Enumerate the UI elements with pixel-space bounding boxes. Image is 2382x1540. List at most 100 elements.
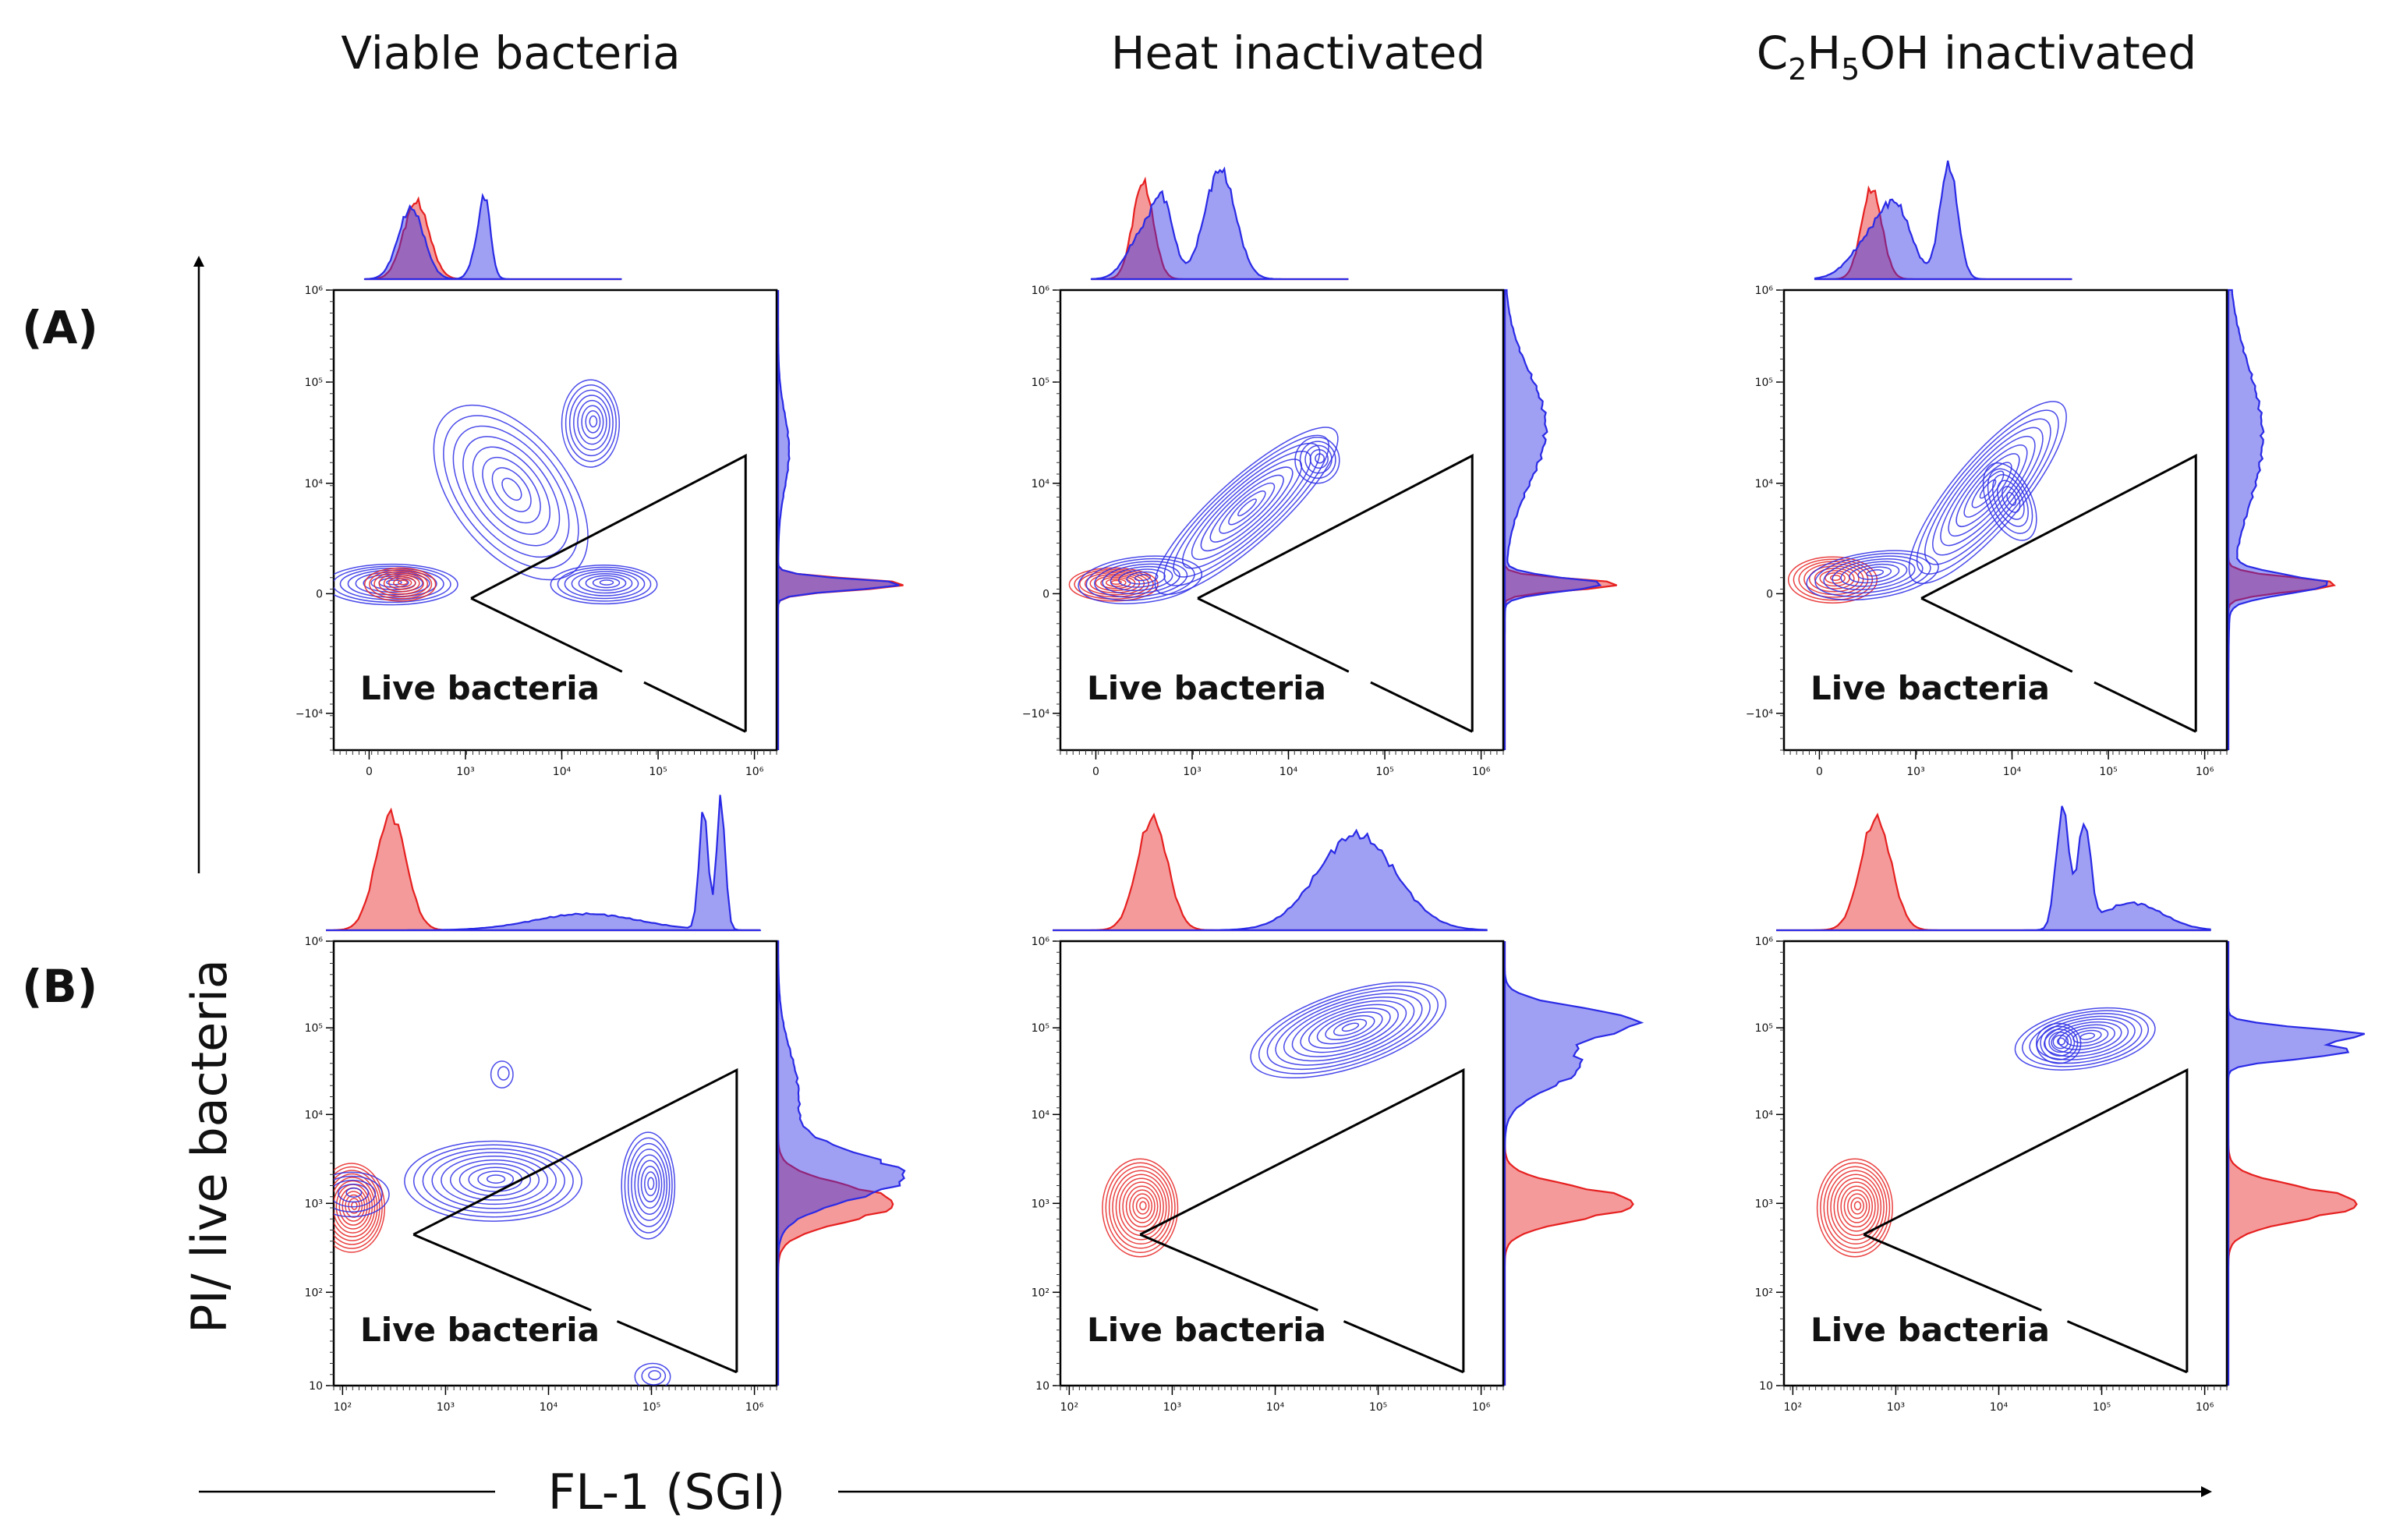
panel-a-2-y-tick-label: 10⁴ [1032, 478, 1050, 490]
panel-a-3-plot-area [1782, 289, 2228, 752]
panel-a-2-gate-lower-a [1197, 597, 1350, 673]
panel-b-1-stained-contour [648, 1370, 661, 1381]
panel-b-1-stained-contour [631, 1149, 668, 1221]
panel-b-1-y-tick-label: 10² [305, 1287, 323, 1299]
panel-b-1-contours [334, 1060, 676, 1386]
panel-b-1-y-tick-label: 10⁴ [305, 1109, 324, 1121]
panel-b-1-stained-contour [458, 1163, 532, 1197]
panel-a-1-stained-contour [462, 436, 561, 547]
panel-b-1-stained-contour [490, 1060, 514, 1089]
panel-b-3-x-tick-label: 10⁵ [2093, 1401, 2111, 1414]
panel-a-1-stained-contour [592, 577, 621, 589]
panel-a-3-gate-upper [1920, 453, 2197, 732]
panel-b-3-x-tick-label: 10⁴ [1990, 1401, 2009, 1414]
panel-b-2-stained-contour [1250, 981, 1447, 1079]
panel-a-2-stained-contour [1315, 453, 1325, 464]
panel-a-3-stained-contour [1832, 558, 1916, 590]
panel-a-2-gate-upper [1197, 453, 1474, 732]
panel-b-1-stained-contour [644, 1171, 657, 1197]
panel-b-1-stained-contour [634, 1154, 665, 1215]
panel-a-2-stained-contour [1163, 434, 1329, 586]
panel-a-1-control-contour [393, 578, 412, 588]
panel-a-3-x-tick-label: 10⁴ [2003, 766, 2022, 778]
panel-b-1-stained-contour [477, 1170, 515, 1188]
panel-b-3-gate-upper [1863, 1067, 2189, 1372]
panel-a-2-y-tick-label: −10⁴ [1022, 708, 1050, 720]
panel-b-1-control-contour [334, 1173, 378, 1241]
panel-a-1-stained-contour [561, 379, 621, 468]
panel-a-1-stained-contour [334, 565, 451, 604]
panel-b-3-contours [1816, 1007, 2156, 1258]
panel-b-3-stained-contour [2014, 1007, 2156, 1071]
panel-a-3-stained-contour [1849, 563, 1900, 584]
panel-a-2-stained-contour [1110, 565, 1173, 592]
panel-b-1-stained-contour [338, 1183, 370, 1203]
panel-a-3-stained-contour [1982, 462, 2037, 541]
panel-a-2-y-tick-label: 10⁶ [1032, 285, 1050, 297]
y-axis-label: PI/ live bacteria [181, 959, 238, 1333]
panel-a-2-control-contour [1105, 578, 1127, 587]
panel-a-1-stained-contour [443, 415, 579, 569]
panel-b-1-stained-contour [345, 1188, 363, 1198]
panel-a-2-y-tick-label: 0 [1042, 588, 1049, 600]
panel-b-3-control-contour [1816, 1158, 1893, 1258]
panel-b-1-stained-contour [404, 1140, 582, 1222]
panel-a-1-x-tick-label: 10⁴ [553, 766, 572, 778]
panel-a-1-gate-lower-a [470, 597, 623, 673]
column-title-ethanol: C2H5OH inactivated [1757, 27, 2196, 87]
panel-a-2-stained-contour [1118, 568, 1166, 588]
panel-b-2-y-tick-label: 10⁶ [1032, 936, 1050, 948]
panel-b-2-x-tick-label: 10² [1060, 1401, 1078, 1414]
panel-b-3-stained-contour [2040, 1025, 2079, 1060]
panel-a-1-stained-top-histogram [363, 193, 622, 281]
panel-b-3-stained-contour [2051, 1021, 2122, 1054]
panel-a-2-stained-side-histogram [1503, 289, 1602, 750]
panel-a-3-control-contour [1787, 556, 1878, 604]
panel-a-2-x-tick-label: 10⁶ [1472, 766, 1491, 778]
panel-b-1-stained-contour [621, 1131, 676, 1240]
panel-b-1-x-tick-label: 10⁶ [745, 1401, 764, 1414]
panel-a-1-stained-contour [568, 389, 614, 457]
panel-a-2-stained-top-histogram [1090, 166, 1349, 281]
panel-a-3-contours [1787, 401, 2067, 604]
panel-b-2-control-contour [1135, 1197, 1150, 1215]
column-title-viable: Viable bacteria [341, 27, 680, 80]
panel-a-2-control-contour [1110, 579, 1122, 586]
panel-a-3-x-tick-label: 10⁵ [2099, 766, 2117, 778]
panel-b-3-control-contour [1853, 1201, 1862, 1211]
panel-b-1-gate-upper [412, 1067, 738, 1372]
panel-b-3-stained-contour [2048, 1032, 2072, 1053]
panel-b-1-gate-label: Live bacteria [360, 1311, 600, 1349]
x-axis-label: FL-1 (SGI) [548, 1464, 786, 1521]
panel-b-3-gate-lower-a [1863, 1233, 2042, 1312]
panel-b-1-stained-contour [641, 1366, 667, 1386]
panel-b-1-stained-contour [431, 1152, 557, 1209]
panel-a-1-stained-contour [589, 415, 598, 428]
panel-b-2-control-contour [1102, 1158, 1179, 1258]
panel-b-2-gate-lower-b [1343, 1320, 1464, 1374]
panel-b-1-x-tick-label: 10³ [437, 1401, 455, 1414]
panel-a-2-stained-contour [1309, 448, 1329, 469]
panel-b-3-stained-contour [2044, 1028, 2076, 1057]
panel-a-1-stained-contour [565, 384, 617, 462]
panel-b-1-stained-contour [627, 1142, 671, 1227]
panel-a-2-gate-label: Live bacteria [1087, 669, 1326, 707]
panel-a-1-y-tick-label: 0 [316, 588, 323, 600]
panel-b-2-y-tick-label: 10² [1032, 1287, 1049, 1299]
panel-a-2-gate-lower-b [1370, 681, 1473, 733]
panel-b-1-stained-top-histogram [326, 795, 762, 932]
panel-a-1-control-contour [364, 567, 437, 602]
panel-a-3-y-tick-label: 10⁶ [1755, 285, 1774, 297]
panel-b-1-control-contour [334, 1163, 386, 1253]
panel-a-3-stained-contour [1940, 435, 2036, 547]
panel-b-1-stained-contour [441, 1156, 549, 1205]
panel-a-3-gate-label: Live bacteria [1810, 669, 2050, 707]
panel-b-2-stained-contour [1341, 1022, 1360, 1032]
panel-a-1-y-tick-label: 10⁴ [305, 478, 324, 490]
panel-b-3-gate-label: Live bacteria [1810, 1311, 2050, 1349]
panel-b-1-x-tick-label: 10⁴ [540, 1401, 558, 1414]
panel-a-2-stained-contour [1182, 450, 1311, 569]
panel-b-2-x-tick-label: 10⁶ [1472, 1401, 1491, 1414]
panel-a-3-stained-contour [1840, 561, 1908, 587]
panel-b-1-stained-contour [334, 1171, 390, 1218]
